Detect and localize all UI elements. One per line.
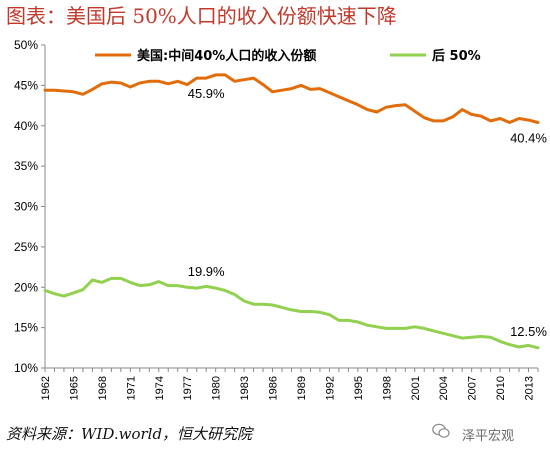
legend-label-0: 美国:中间40%人口的收入份额: [137, 48, 316, 64]
y-tick-label: 35%: [14, 159, 38, 173]
y-tick-label: 40%: [14, 119, 38, 133]
source-note: 资料来源：WID.world，恒大研究院: [6, 425, 253, 443]
data-labels: 45.9% 40.4% 19.9% 12.5%: [188, 86, 548, 339]
line-chart: 10% 15% 20% 25% 30% 35% 40% 45% 50% 1962 1965 1968 1…: [14, 38, 548, 400]
x-tick-label: 1974: [154, 376, 166, 400]
y-tick-label: 15%: [14, 321, 38, 335]
x-tick-label: 2013: [524, 376, 536, 400]
x-tick-label: 1968: [97, 376, 109, 400]
x-tick-label: 1995: [353, 376, 365, 400]
x-tick-label: 1977: [182, 376, 194, 400]
x-tick-label: 2010: [495, 376, 507, 400]
wechat-icon: [432, 423, 450, 438]
series-line-0: [43, 73, 540, 124]
x-tick-label: 1971: [125, 376, 137, 400]
data-label: 40.4%: [510, 131, 547, 146]
x-tick-label: 2001: [410, 376, 422, 400]
data-label: 45.9%: [188, 86, 225, 101]
brand-label: 泽平宏观: [461, 429, 514, 444]
legend: 美国:中间40%人口的收入份额 后 50%: [95, 48, 481, 64]
y-tick-label: 25%: [14, 240, 38, 254]
x-tick-label: 2007: [467, 376, 479, 400]
x-tick-label: 1992: [324, 376, 336, 400]
y-tick-label: 50%: [14, 38, 38, 52]
series-line-1: [43, 276, 540, 350]
y-tick-label: 30%: [14, 200, 38, 214]
tick-labels: 10% 15% 20% 25% 30% 35% 40% 45% 50% 1962 1965 1968 1…: [14, 38, 536, 400]
x-tick-label: 1983: [239, 376, 251, 400]
x-tick-label: 1989: [296, 376, 308, 400]
axes: [41, 44, 539, 372]
legend-label-1: 后 50%: [432, 48, 481, 64]
x-tick-label: 2004: [438, 376, 450, 400]
x-tick-label: 1965: [68, 376, 80, 400]
data-label: 19.9%: [188, 264, 225, 279]
x-tick-label: 1980: [211, 376, 223, 400]
data-label: 12.5%: [510, 324, 547, 339]
y-tick-label: 10%: [14, 361, 38, 375]
series-lines: [43, 73, 540, 350]
x-tick-label: 1998: [381, 376, 393, 400]
y-tick-label: 45%: [14, 78, 38, 92]
x-tick-label: 1986: [268, 376, 280, 400]
chart-title: 图表：美国后 50%人口的收入份额快速下降: [6, 4, 397, 28]
y-tick-label: 20%: [14, 280, 38, 294]
x-tick-label: 1962: [40, 376, 52, 400]
